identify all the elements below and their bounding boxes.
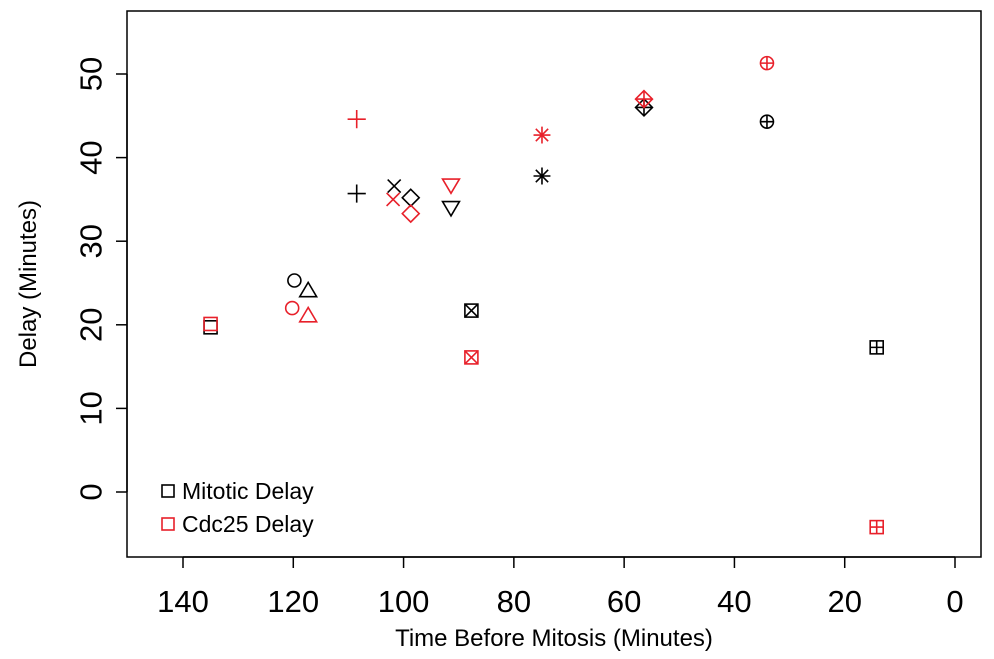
x-tick-label: 60	[607, 584, 641, 619]
data-point-mitotic-circle	[287, 273, 302, 288]
data-point-cdc25-asterisk	[533, 126, 551, 144]
data-point-mitotic-plus	[347, 184, 366, 203]
x-axis: 140 120 100 80 60 40 20 0	[157, 556, 964, 619]
y-tick-label: 30	[74, 224, 109, 258]
x-tick-label: 140	[157, 584, 209, 619]
data-point-mitotic-diamond	[401, 188, 421, 208]
legend-label: Cdc25 Delay	[182, 511, 314, 537]
legend-marker	[161, 517, 175, 531]
y-tick-label: 50	[74, 57, 109, 91]
data-point-mitotic-square-plus	[869, 340, 884, 355]
data-point-cdc25-square-plus	[869, 519, 884, 535]
data-point-cdc25-circle-plus	[759, 55, 775, 71]
y-axis-label: Delay (Minutes)	[15, 200, 42, 368]
x-tick-label: 120	[267, 584, 319, 619]
data-point-mitotic-square	[203, 320, 218, 335]
data-point-cdc25-diamond-plus	[634, 89, 654, 109]
x-tick-label: 0	[946, 584, 963, 619]
y-tick-label: 0	[74, 483, 109, 500]
y-tick-label: 10	[74, 391, 109, 425]
data-point-mitotic-square-cross	[464, 303, 479, 318]
data-point-cdc25-cross	[386, 192, 401, 207]
data-point-cdc25-circle	[284, 300, 300, 316]
y-axis: 0 10 20 30 40 50	[74, 57, 128, 501]
data-point-cdc25-triangle-up	[298, 305, 319, 323]
x-tick-label: 20	[827, 584, 861, 619]
data-point-mitotic-triangle-down	[441, 200, 461, 218]
data-point-mitotic-cross	[387, 178, 402, 194]
y-tick-label: 20	[74, 308, 109, 342]
data-point-mitotic-asterisk	[533, 167, 551, 185]
data-point-cdc25-plus	[347, 110, 366, 129]
data-point-mitotic-circle-plus	[759, 114, 775, 129]
data-point-mitotic-triangle-up	[298, 280, 319, 298]
plot-frame	[126, 10, 982, 558]
x-tick-label: 40	[717, 584, 751, 619]
x-tick-label: 80	[497, 584, 531, 619]
legend: Mitotic Delay Cdc25 Delay	[161, 478, 314, 537]
y-tick-label: 40	[74, 140, 109, 174]
data-points	[203, 55, 884, 535]
x-tick-label: 100	[378, 584, 430, 619]
data-point-cdc25-diamond	[401, 204, 421, 224]
legend-label: Mitotic Delay	[182, 478, 314, 504]
legend-marker	[161, 484, 175, 498]
data-point-cdc25-triangle-down	[441, 178, 461, 195]
x-axis-label: Time Before Mitosis (Minutes)	[395, 625, 713, 652]
data-point-cdc25-square-cross	[464, 350, 479, 365]
data-point-cdc25-square	[203, 316, 218, 332]
